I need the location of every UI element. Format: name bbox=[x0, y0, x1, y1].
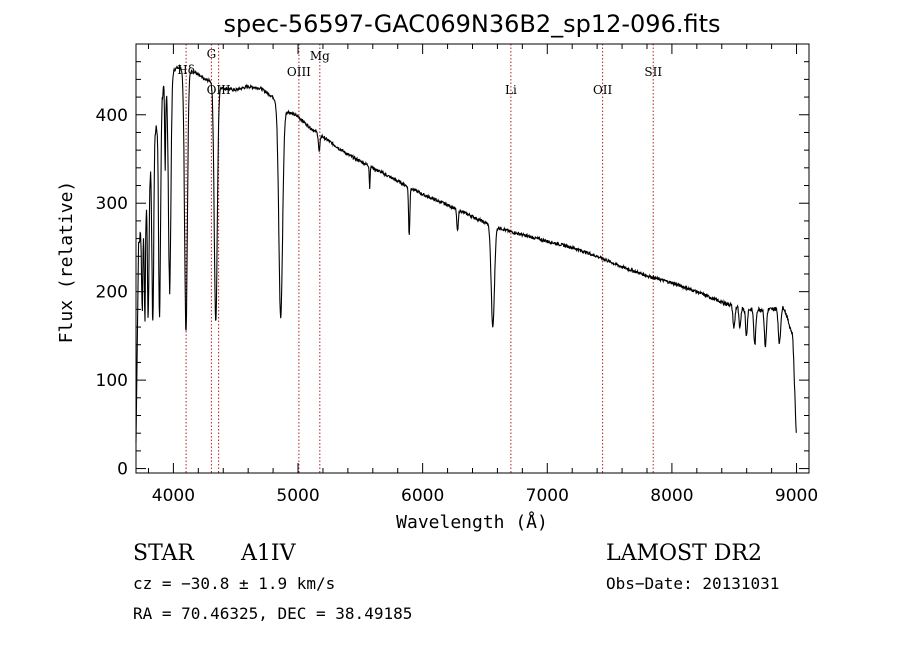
x-axis-label: Wavelength (Å) bbox=[396, 511, 548, 533]
survey-name: LAMOST DR2 bbox=[606, 541, 762, 566]
x-axis-ticks: 4000 5000 6000 7000 8000 9000 bbox=[147, 44, 818, 506]
y-tick-label: 100 bbox=[96, 371, 128, 391]
spectral-line-label: OIII bbox=[287, 65, 311, 79]
obs-date-text: Obs−Date: 20131031 bbox=[606, 574, 779, 593]
spectral-line-label: G bbox=[207, 47, 217, 61]
redshift-text: cz = −30.8 ± 1.9 km/s bbox=[133, 574, 335, 593]
x-tick-label: 8000 bbox=[650, 486, 693, 506]
x-tick-label: 9000 bbox=[775, 486, 818, 506]
spectral-line-label: OII bbox=[593, 83, 613, 97]
spectral-line-label: Li bbox=[505, 83, 517, 97]
x-tick-label: 4000 bbox=[152, 486, 195, 506]
spectral-line-label: OIII bbox=[207, 83, 231, 97]
spectrum-series-line bbox=[135, 64, 797, 443]
y-tick-label: 300 bbox=[96, 194, 128, 214]
object-type: STAR bbox=[133, 541, 195, 566]
x-tick-label: 7000 bbox=[526, 486, 569, 506]
coordinates-text: RA = 70.46325, DEC = 38.49185 bbox=[133, 604, 412, 623]
y-tick-label: 400 bbox=[96, 106, 128, 126]
chart-title: spec-56597-GAC069N36B2_sp12-096.fits bbox=[223, 10, 720, 38]
y-axis-ticks: 0 100 200 300 400 bbox=[96, 61, 809, 480]
spectral-line-label: SII bbox=[644, 65, 662, 79]
x-tick-label: 6000 bbox=[401, 486, 444, 506]
spectral-class: A1IV bbox=[240, 541, 297, 566]
y-tick-label: 0 bbox=[117, 460, 128, 480]
y-tick-label: 200 bbox=[96, 283, 128, 303]
x-tick-label: 5000 bbox=[276, 486, 319, 506]
y-axis-label: Flux (relative) bbox=[56, 181, 77, 344]
spectral-line-label: Mg bbox=[310, 49, 330, 63]
